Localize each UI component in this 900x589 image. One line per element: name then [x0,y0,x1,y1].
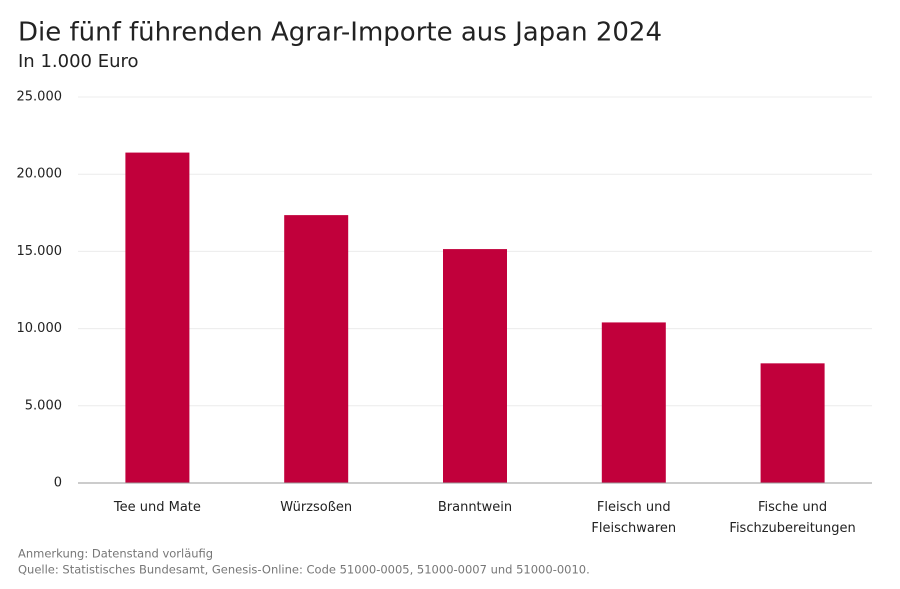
x-tick-label: Tee und Mate [113,500,201,515]
chart-title: Die fünf führenden Agrar-Importe aus Jap… [18,18,662,48]
bar [601,322,666,483]
bar [284,215,349,483]
x-tick-label: Würzsoßen [280,500,353,515]
bar [125,152,190,484]
x-tick-label: Fleisch und Fleischwaren [591,500,677,536]
bar [443,249,507,483]
y-tick-label: 15.000 [17,244,63,259]
x-tick-label: Fische und Fischzubereitungen [729,500,856,536]
bar [760,363,825,483]
y-tick-label: 10.000 [17,321,63,336]
note: Anmerkung: Datenstand vorläufig [18,547,213,561]
y-tick-label: 5.000 [25,398,62,413]
chart-subtitle: In 1.000 Euro [18,51,139,72]
y-tick-label: 25.000 [17,90,63,105]
y-tick-label: 0 [54,476,62,491]
source: Quelle: Statistisches Bundesamt, Genesis… [18,563,590,577]
x-tick-label: Branntwein [437,500,513,515]
y-tick-label: 20.000 [17,167,63,182]
